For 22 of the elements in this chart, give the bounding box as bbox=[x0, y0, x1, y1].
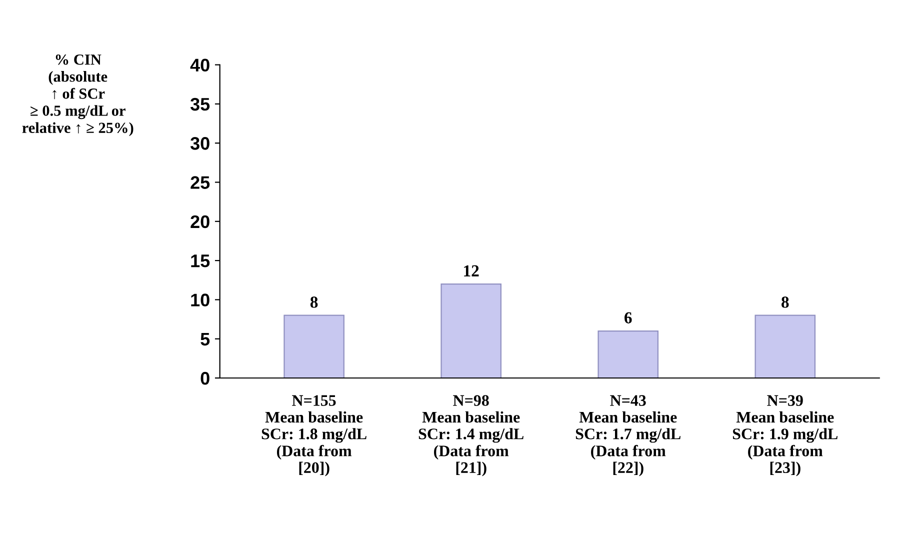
x-tick-label: N=98 Mean baseline SCr: 1.4 mg/dL (Data from [21]) bbox=[418, 395, 524, 476]
bar bbox=[440, 283, 502, 378]
y-tick-label: 15 bbox=[191, 254, 210, 268]
data-label: 12 bbox=[464, 265, 479, 276]
y-tick-label: 40 bbox=[190, 58, 210, 72]
x-tick-label: N=155 Mean baseline SCr: 1.8 mg/dL (Data from [20]) bbox=[262, 395, 366, 476]
y-tick-label: 5 bbox=[200, 332, 210, 346]
data-label: 6 bbox=[624, 312, 632, 324]
bar bbox=[598, 330, 659, 378]
y-axis-title: % CIN (absolute ↑ of SCr ≥ 0.5 mg/dL or relative ↑ ≥ 25%) bbox=[22, 54, 134, 136]
data-label: 8 bbox=[782, 296, 789, 308]
x-tick-label: N=43 Mean baseline SCr: 1.7 mg/dL (Data from [22]) bbox=[576, 395, 680, 476]
bar bbox=[284, 314, 344, 378]
y-tick-label: 20 bbox=[190, 215, 210, 228]
y-tick-label: 35 bbox=[190, 98, 210, 111]
bar bbox=[754, 314, 816, 378]
x-tick-label: N=39 Mean baseline SCr: 1.9 mg/dL (Data from [23]) bbox=[732, 395, 838, 476]
y-tick-label: 25 bbox=[190, 176, 210, 189]
data-label: 8 bbox=[310, 296, 318, 308]
y-tick-label: 0 bbox=[200, 372, 210, 385]
y-tick-label: 30 bbox=[190, 137, 210, 150]
y-tick-label: 10 bbox=[191, 294, 210, 306]
